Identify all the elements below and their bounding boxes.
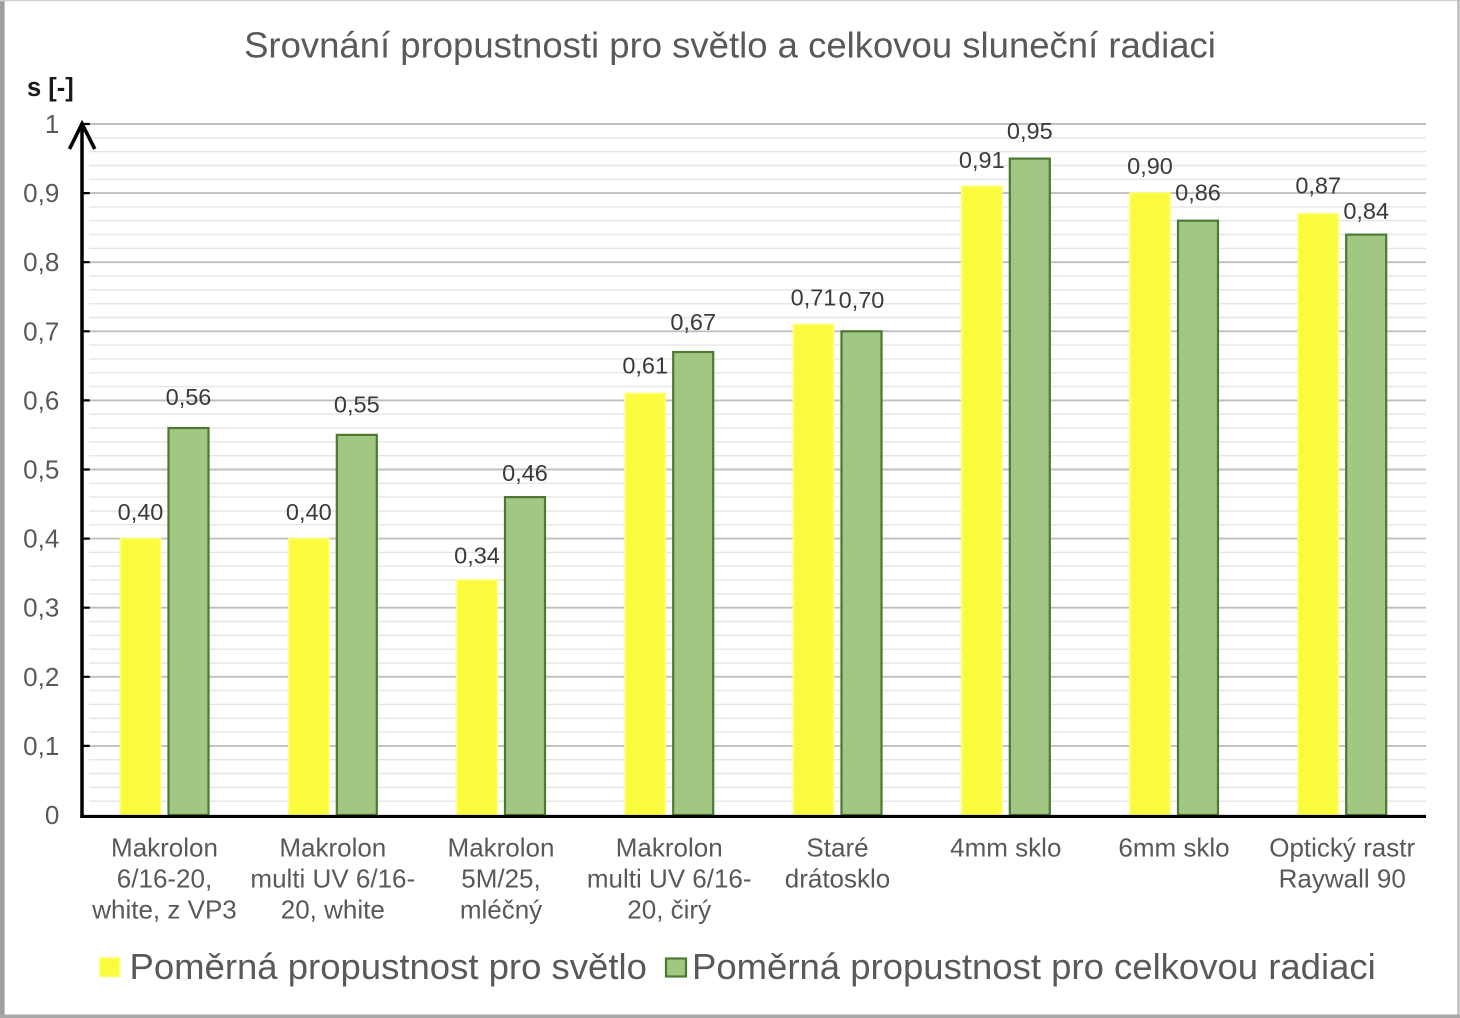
svg-text:0,71: 0,71: [791, 285, 837, 311]
svg-text:20, white: 20, white: [281, 895, 385, 925]
svg-text:0,46: 0,46: [502, 460, 548, 486]
svg-text:0,8: 0,8: [23, 247, 59, 277]
svg-text:0,9: 0,9: [23, 178, 59, 208]
svg-text:0: 0: [45, 800, 59, 830]
svg-text:0,90: 0,90: [1127, 153, 1173, 179]
svg-text:Makrolon: Makrolon: [616, 833, 723, 863]
svg-text:multi UV 6/16-: multi UV 6/16-: [250, 864, 415, 894]
svg-text:0,55: 0,55: [334, 392, 380, 418]
svg-text:0,91: 0,91: [959, 147, 1005, 173]
svg-text:Makrolon: Makrolon: [111, 833, 218, 863]
svg-text:0,95: 0,95: [1007, 118, 1053, 144]
svg-text:0,7: 0,7: [23, 316, 59, 346]
svg-text:Poměrná propustnost pro celkov: Poměrná propustnost pro celkovou radiaci: [692, 946, 1376, 987]
svg-text:drátosklo: drátosklo: [785, 864, 891, 894]
svg-text:0,70: 0,70: [839, 287, 885, 313]
svg-text:6/16-20,: 6/16-20,: [117, 864, 212, 894]
svg-text:0,6: 0,6: [23, 385, 59, 415]
svg-text:0,67: 0,67: [670, 309, 716, 335]
svg-text:0,2: 0,2: [23, 662, 59, 692]
svg-text:Staré: Staré: [806, 833, 868, 863]
svg-text:0,34: 0,34: [454, 543, 500, 569]
svg-text:mléčný: mléčný: [460, 895, 542, 925]
svg-text:Optický rastr: Optický rastr: [1269, 833, 1415, 863]
svg-text:Raywall 90: Raywall 90: [1279, 864, 1406, 894]
svg-text:Makrolon: Makrolon: [448, 833, 555, 863]
svg-text:s [-]: s [-]: [27, 74, 74, 102]
svg-text:0,86: 0,86: [1175, 180, 1221, 206]
svg-text:4mm sklo: 4mm sklo: [950, 833, 1061, 863]
svg-text:5M/25,: 5M/25,: [461, 864, 541, 894]
svg-text:0,3: 0,3: [23, 593, 59, 623]
svg-text:0,56: 0,56: [166, 384, 212, 410]
svg-text:0,4: 0,4: [23, 524, 59, 554]
svg-text:20, čirý: 20, čirý: [627, 895, 711, 925]
svg-text:Srovnání propustnosti pro svět: Srovnání propustnosti pro světlo a celko…: [244, 25, 1216, 66]
svg-text:Makrolon: Makrolon: [279, 833, 386, 863]
svg-text:0,87: 0,87: [1295, 173, 1341, 199]
svg-text:0,1: 0,1: [23, 731, 59, 761]
svg-text:6mm sklo: 6mm sklo: [1118, 833, 1229, 863]
svg-text:0,40: 0,40: [286, 499, 332, 525]
svg-text:Poměrná propustnost pro světlo: Poměrná propustnost pro světlo: [130, 946, 647, 987]
svg-text:0,40: 0,40: [118, 499, 164, 525]
svg-text:0,5: 0,5: [23, 455, 59, 485]
svg-text:white, z VP3: white, z VP3: [91, 895, 237, 925]
svg-text:1: 1: [45, 109, 59, 139]
svg-text:0,61: 0,61: [622, 353, 668, 379]
svg-text:0,84: 0,84: [1343, 198, 1389, 224]
svg-text:multi UV 6/16-: multi UV 6/16-: [587, 864, 752, 894]
